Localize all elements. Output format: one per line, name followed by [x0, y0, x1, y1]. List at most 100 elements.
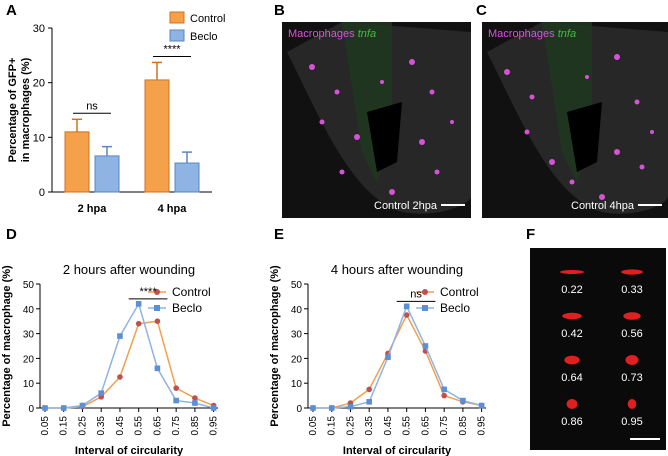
y-axis-label: Percentage of macrophage (%) — [269, 265, 281, 427]
microscopy-image-4hpa: Macrophages tnfa Control 4hpa — [482, 22, 668, 218]
legend-swatch — [169, 11, 185, 24]
bar-beclo — [174, 162, 200, 193]
x-tick-label: 0.55 — [134, 416, 145, 436]
microscopy-image-2hpa: Macrophages tnfa Control 2hpa — [282, 22, 471, 218]
y-tick-label: 30 — [23, 330, 35, 341]
legend-label: Beclo — [440, 301, 470, 315]
scale-bar — [638, 204, 662, 206]
cell-shape — [621, 269, 643, 275]
data-point-beclo — [154, 365, 161, 372]
data-point-control — [366, 386, 373, 393]
x-tick-label: 0.95 — [477, 416, 488, 436]
data-point-control — [173, 385, 179, 391]
tissue-drawing — [282, 22, 471, 218]
x-tick-label: 0.55 — [402, 416, 413, 436]
bar-control — [64, 131, 90, 193]
cell-outline — [566, 399, 578, 409]
image-caption: Control 2hpa — [374, 200, 437, 212]
data-point-beclo — [347, 403, 354, 410]
data-point-beclo — [210, 405, 217, 411]
data-point-beclo — [79, 402, 86, 409]
data-point-beclo — [310, 405, 316, 411]
data-point-beclo — [403, 303, 410, 310]
x-tick-label: 0.45 — [383, 416, 394, 436]
y-axis-label: Percentage of GFP+in macrophages (%) — [7, 57, 32, 162]
image-caption: Control 4hpa — [571, 200, 634, 212]
cell-shape — [564, 355, 580, 365]
cell-outline — [562, 312, 582, 320]
data-point-beclo — [422, 343, 429, 349]
data-point-beclo — [192, 400, 198, 406]
series-line-control — [45, 320, 214, 409]
y-tick-label: 10 — [291, 379, 303, 390]
data-point-beclo — [135, 301, 142, 307]
y-tick-label: 0 — [28, 404, 34, 415]
y-tick-label: 40 — [23, 305, 35, 316]
circularity-value: 0.56 — [621, 328, 643, 340]
y-tick-label: 10 — [23, 379, 35, 390]
cell-shape — [566, 399, 578, 409]
data-point-control — [135, 320, 142, 327]
x-tick-label: 0.05 — [308, 416, 319, 436]
x-tick-label: 0.85 — [190, 416, 201, 436]
tissue-drawing — [482, 22, 668, 218]
bar-control — [144, 79, 170, 193]
x-tick-label: 0.35 — [364, 416, 375, 436]
x-tick-label: 0.75 — [171, 416, 182, 436]
legend-label: Control — [172, 285, 211, 299]
significance-label: **** — [163, 43, 181, 55]
y-axis-label: Percentage of macrophage (%) — [1, 265, 13, 427]
panel-letter-d: D — [6, 226, 17, 243]
x-tick-label: 0.25 — [77, 416, 88, 436]
data-point-control — [154, 318, 161, 324]
data-point-beclo — [173, 397, 179, 404]
chart-title: 4 hours after wounding — [331, 262, 463, 277]
panel-letter-b: B — [274, 2, 285, 19]
y-tick-label: 20 — [33, 78, 45, 90]
panel-letter-f: F — [526, 226, 536, 243]
cell-shape — [627, 399, 637, 409]
significance-label: ns — [86, 100, 98, 112]
legend-label: Control — [440, 285, 479, 299]
legend-marker — [422, 305, 428, 311]
x-tick-label: 0.05 — [40, 416, 51, 436]
panel-letter-e: E — [274, 226, 285, 243]
data-point-control — [117, 374, 123, 380]
data-point-beclo — [385, 354, 391, 360]
cell-shape — [560, 270, 584, 274]
cell-outline — [560, 270, 584, 274]
data-point-control — [441, 392, 447, 399]
x-tick-label: 2 hpa — [78, 203, 108, 215]
scale-bar — [630, 438, 660, 440]
data-point-beclo — [478, 402, 485, 409]
circularity-value: 0.33 — [621, 284, 643, 296]
x-tick-label: 0.35 — [96, 416, 107, 436]
circularity-value: 0.73 — [621, 372, 643, 384]
channel-labels: Macrophages tnfa — [288, 28, 376, 40]
cell-outline — [621, 269, 643, 275]
panel-letter-c: C — [476, 2, 487, 19]
series-line-control — [313, 313, 482, 409]
label-macrophages: Macrophages — [288, 28, 355, 40]
circularity-value: 0.64 — [561, 372, 583, 384]
data-point-beclo — [460, 397, 466, 404]
cell-shape — [562, 312, 582, 320]
x-tick-label: 0.25 — [345, 416, 356, 436]
x-axis-label: Interval of circularity — [343, 445, 452, 456]
series-line-beclo — [313, 304, 482, 409]
cell-shape — [625, 355, 639, 365]
data-point-beclo — [366, 399, 373, 405]
legend-marker — [154, 289, 160, 295]
label-tnfa: tnfa — [557, 28, 577, 40]
x-tick-label: 0.65 — [152, 416, 163, 436]
circularity-value: 0.22 — [561, 284, 583, 296]
data-point-beclo — [441, 386, 447, 393]
bar-beclo — [94, 155, 120, 193]
legend-marker — [154, 305, 160, 311]
x-tick-label: 0.75 — [439, 416, 450, 436]
cell-shape-panel: 0.22 0.33 0.42 0.56 0.64 0.73 0.86 0.95 — [530, 248, 666, 450]
x-tick-label: 0.45 — [115, 416, 126, 436]
data-point-control — [192, 395, 198, 401]
x-axis-label: Interval of circularity — [75, 445, 184, 456]
label-tnfa: tnfa — [357, 28, 377, 40]
